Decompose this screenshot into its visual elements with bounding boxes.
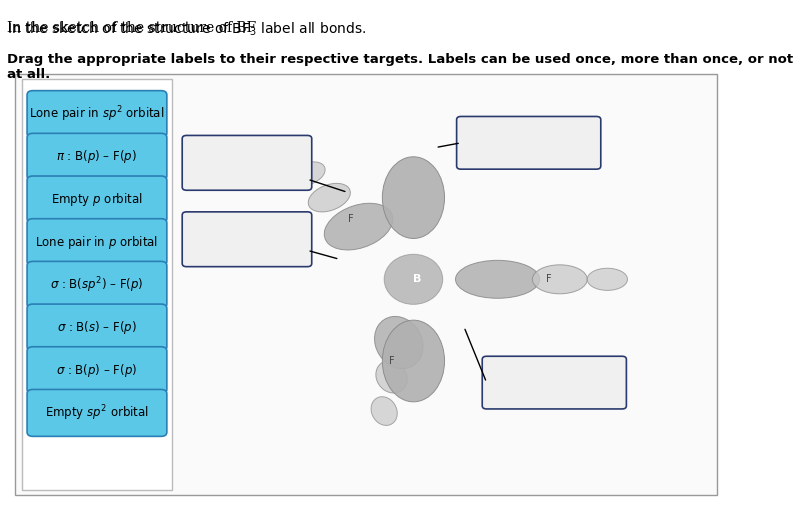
Text: Empty $sp^2$ orbital: Empty $sp^2$ orbital: [45, 403, 149, 423]
Ellipse shape: [456, 260, 539, 298]
Text: In the sketch of the structure of BF: In the sketch of the structure of BF: [7, 21, 257, 35]
FancyBboxPatch shape: [22, 79, 172, 490]
Ellipse shape: [382, 320, 444, 402]
Text: $\sigma$ : B($p$) – F($p$): $\sigma$ : B($p$) – F($p$): [56, 362, 138, 379]
Text: B: B: [413, 275, 421, 284]
Ellipse shape: [324, 203, 393, 250]
FancyBboxPatch shape: [27, 91, 167, 138]
Text: $\pi$ : B($p$) – F($p$): $\pi$ : B($p$) – F($p$): [56, 148, 138, 165]
FancyBboxPatch shape: [182, 212, 312, 267]
Text: Empty $p$ orbital: Empty $p$ orbital: [52, 191, 142, 208]
Ellipse shape: [532, 265, 587, 294]
Text: Drag the appropriate labels to their respective targets. Labels can be used once: Drag the appropriate labels to their res…: [7, 53, 794, 81]
Text: F: F: [349, 214, 354, 223]
Text: $\sigma$ : B($s$) – F($p$): $\sigma$ : B($s$) – F($p$): [57, 319, 137, 336]
FancyBboxPatch shape: [182, 135, 312, 190]
FancyBboxPatch shape: [27, 176, 167, 223]
Ellipse shape: [290, 162, 325, 186]
FancyBboxPatch shape: [14, 74, 717, 495]
FancyBboxPatch shape: [27, 389, 167, 436]
Ellipse shape: [382, 157, 444, 238]
Text: $\sigma$ : B($sp^2$) – F($p$): $\sigma$ : B($sp^2$) – F($p$): [50, 275, 144, 295]
Text: F: F: [389, 356, 394, 366]
Text: In the sketch of the structure of BF$_3$ label all bonds.: In the sketch of the structure of BF$_3$…: [7, 21, 366, 38]
FancyBboxPatch shape: [27, 347, 167, 394]
FancyBboxPatch shape: [27, 219, 167, 266]
Text: Lone pair in $sp^2$ orbital: Lone pair in $sp^2$ orbital: [29, 104, 165, 124]
FancyBboxPatch shape: [456, 116, 601, 169]
Ellipse shape: [371, 397, 397, 425]
FancyBboxPatch shape: [27, 261, 167, 308]
Ellipse shape: [376, 360, 407, 393]
Ellipse shape: [587, 268, 627, 290]
Text: Lone pair in $p$ orbital: Lone pair in $p$ orbital: [35, 233, 159, 251]
Text: F: F: [546, 275, 551, 284]
Ellipse shape: [308, 183, 350, 212]
Ellipse shape: [374, 316, 423, 369]
Ellipse shape: [384, 255, 443, 305]
FancyBboxPatch shape: [482, 356, 626, 409]
FancyBboxPatch shape: [27, 133, 167, 180]
FancyBboxPatch shape: [27, 304, 167, 351]
